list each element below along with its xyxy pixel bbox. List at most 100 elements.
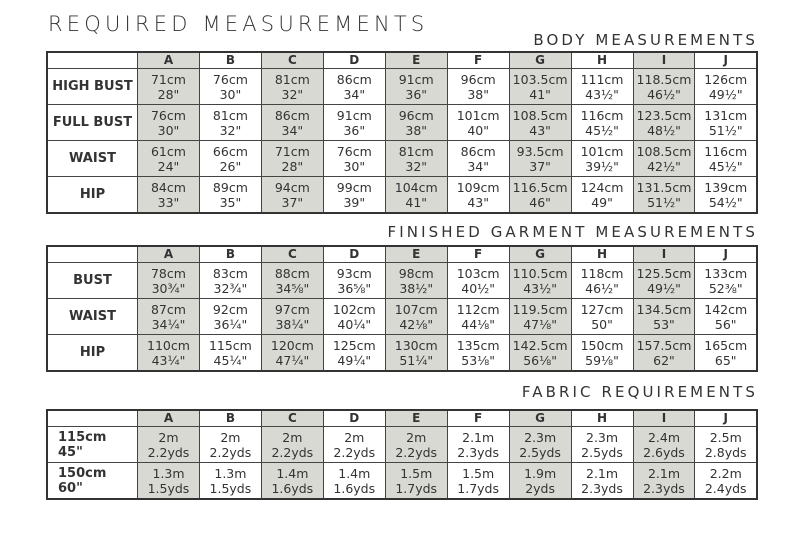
metric-value: 126cm [704, 71, 748, 87]
label-imperial: 45" [58, 444, 83, 460]
imperial-value: 39½" [585, 158, 619, 174]
imperial-value: 46½" [647, 86, 681, 102]
value-cell: 107cm 42⅛" [384, 298, 448, 335]
metric-value: 133cm [704, 265, 748, 281]
body-measurements-title: BODY MEASUREMENTS [533, 31, 758, 49]
metric-value: 76cm [212, 71, 248, 87]
imperial-value: 53⅛" [461, 352, 496, 368]
imperial-value: 33" [157, 194, 180, 210]
table-row: WAIST 87cm 34¼" 92cm 36¼" 97cm 38¼" 102cm 40¼" 10… [46, 298, 758, 335]
corner-cell [46, 245, 138, 263]
metric-value: 98cm [398, 265, 434, 281]
value-cell: 66cm 26" [198, 140, 262, 177]
imperial-value: 2.3yds [457, 444, 500, 460]
value-cell: 119.5cm 47⅛" [508, 298, 572, 335]
table-row: HIP 84cm 33" 89cm 35" 94cm 37" 99cm 39" 104cm 41" 1… [46, 176, 758, 214]
imperial-value: 50" [591, 316, 613, 332]
size-header: F [446, 51, 510, 69]
imperial-value: 43" [529, 122, 551, 138]
metric-value: 81cm [212, 107, 248, 123]
value-cell: 126cm 49½" [694, 68, 758, 105]
corner-cell [46, 51, 138, 69]
value-cell: 97cm 38¼" [260, 298, 324, 335]
metric-value: 93.5cm [516, 143, 564, 159]
value-cell: 76cm 30" [137, 104, 200, 141]
imperial-value: 48½" [647, 122, 681, 138]
metric-value: 118cm [580, 265, 624, 281]
imperial-value: 39" [343, 194, 366, 210]
imperial-value: 49¼" [337, 352, 372, 368]
imperial-value: 41" [405, 194, 428, 210]
value-cell: 123.5cm 48½" [632, 104, 696, 141]
imperial-value: 65" [714, 352, 737, 368]
metric-value: 142.5cm [512, 337, 568, 353]
metric-value: 165cm [704, 337, 748, 353]
metric-value: 86cm [274, 107, 310, 123]
imperial-value: 43¼" [151, 352, 186, 368]
imperial-value: 43½" [523, 280, 557, 296]
imperial-value: 30" [157, 122, 180, 138]
imperial-value: 62" [653, 352, 675, 368]
value-cell: 131cm 51½" [694, 104, 758, 141]
metric-value: 89cm [212, 179, 248, 195]
value-cell: 118cm 46½" [570, 262, 634, 299]
size-header: E [384, 51, 448, 69]
imperial-value: 32" [405, 158, 428, 174]
imperial-value: 2.2yds [333, 444, 376, 460]
imperial-value: 38" [467, 86, 489, 102]
metric-value: 91cm [336, 107, 372, 123]
value-cell: 2m 2.2yds [198, 426, 262, 463]
size-header: I [632, 245, 696, 263]
metric-value: 2.1m [586, 465, 619, 481]
metric-value: 107cm [394, 301, 438, 317]
metric-value: 1.5m [462, 465, 495, 481]
row-label: WAIST [46, 298, 138, 335]
imperial-value: 56" [714, 316, 737, 332]
metric-value: 1.9m [524, 465, 557, 481]
size-header: B [198, 409, 262, 427]
value-cell: 139cm 54½" [694, 176, 758, 214]
size-header: J [694, 51, 758, 69]
imperial-value: 53" [653, 316, 675, 332]
size-header: G [508, 245, 572, 263]
imperial-value: 51½" [647, 194, 681, 210]
metric-value: 2.1m [462, 429, 495, 445]
metric-value: 104cm [394, 179, 438, 195]
imperial-value: 36" [343, 122, 366, 138]
body-measurements-table: A B C D E F G H I J HIGH BUST 71cm 28" 76cm 30" 81cm 32"… [46, 51, 758, 214]
table-row: 150cm 60" 1.3m 1.5yds 1.3m 1.5yds 1.4m 1.6yds 1.… [46, 462, 758, 500]
row-label: HIP [46, 334, 138, 372]
imperial-value: 24" [157, 158, 180, 174]
value-cell: 118.5cm 46½" [632, 68, 696, 105]
value-cell: 86cm 34" [322, 68, 386, 105]
imperial-value: 1.6yds [333, 480, 376, 496]
imperial-value: 54½" [708, 194, 743, 210]
metric-value: 2.3m [586, 429, 619, 445]
metric-value: 116cm [580, 107, 624, 123]
metric-value: 116.5cm [512, 179, 568, 195]
value-cell: 94cm 37" [260, 176, 324, 214]
imperial-value: 40" [467, 122, 489, 138]
metric-value: 71cm [274, 143, 310, 159]
metric-value: 116cm [704, 143, 748, 159]
metric-value: 76cm [150, 107, 186, 123]
value-cell: 71cm 28" [137, 68, 200, 105]
corner-cell [46, 409, 138, 427]
table-row: HIGH BUST 71cm 28" 76cm 30" 81cm 32" 86cm 34" 91c… [46, 68, 758, 105]
value-cell: 157.5cm 62" [632, 334, 696, 372]
size-header: I [632, 409, 696, 427]
imperial-value: 34¼" [151, 316, 186, 332]
size-header: D [322, 51, 386, 69]
metric-value: 139cm [704, 179, 748, 195]
metric-value: 66cm [212, 143, 248, 159]
value-cell: 131.5cm 51½" [632, 176, 696, 214]
imperial-value: 2.2yds [209, 444, 252, 460]
imperial-value: 38½" [399, 280, 434, 296]
value-cell: 99cm 39" [322, 176, 386, 214]
imperial-value: 36⅝" [337, 280, 372, 296]
value-cell: 108.5cm 43" [508, 104, 572, 141]
size-header: H [570, 245, 634, 263]
metric-value: 115cm [208, 337, 252, 353]
value-cell: 1.5m 1.7yds [446, 462, 510, 500]
